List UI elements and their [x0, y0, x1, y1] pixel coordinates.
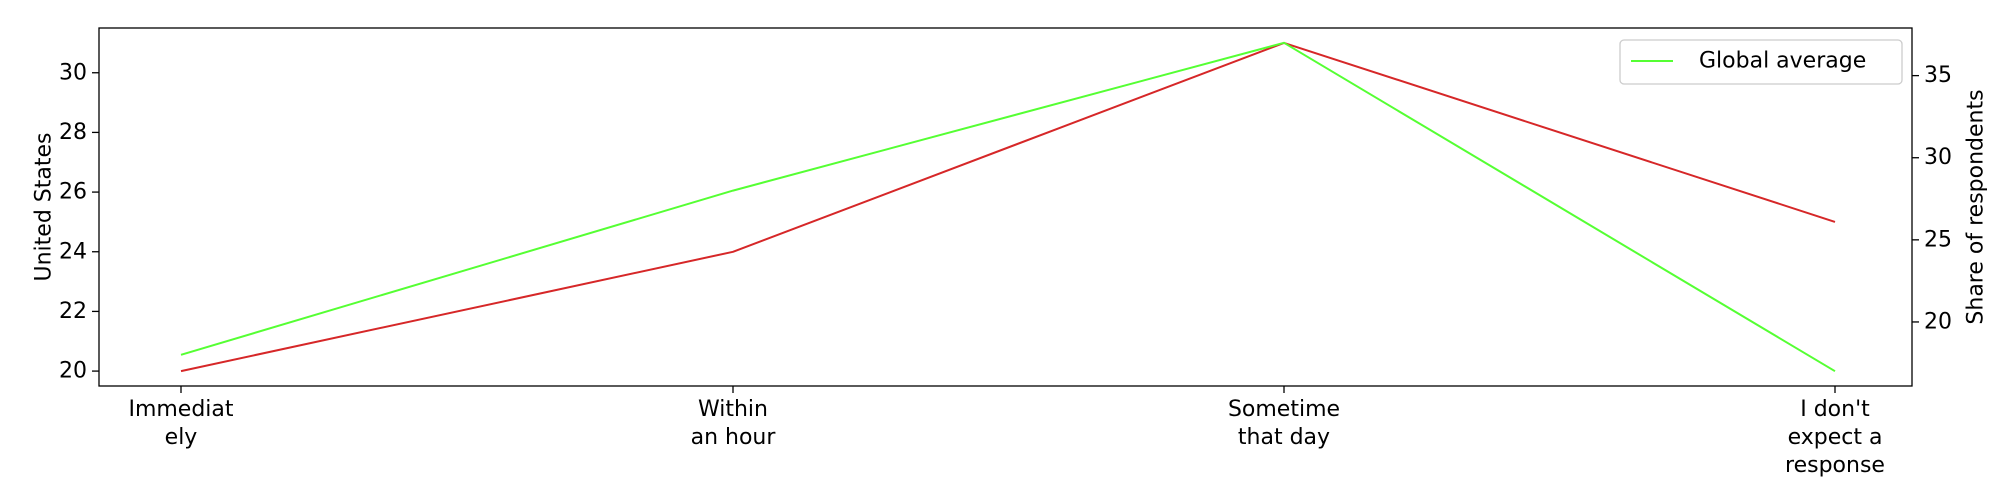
right-tick-label: 35 [1924, 63, 1952, 88]
x-tick-label-line: expect a [1788, 425, 1883, 450]
x-tick-label-line: Immediat [128, 397, 233, 422]
x-tick-label-line: Within [698, 397, 768, 422]
plot-area [98, 27, 1913, 387]
x-tick-label-line: that day [1238, 425, 1330, 450]
right-y-axis: 20 25 30 35 [1912, 63, 1952, 334]
right-axis-title: Share of respondents [1964, 89, 1989, 324]
legend-box [1619, 39, 1903, 85]
right-tick-label: 20 [1924, 309, 1952, 334]
x-tick-label: Within an hour [691, 397, 777, 450]
x-tick-label: Immediat ely [128, 397, 233, 450]
x-tick-label-line: I don't [1800, 397, 1870, 422]
left-y-axis: 20 22 24 26 28 30 [59, 60, 99, 384]
x-tick-label-line: ely [165, 425, 198, 450]
x-tick-label-line: Sometime [1228, 397, 1340, 422]
legend: Global average [1619, 39, 1903, 85]
left-tick-label: 28 [59, 120, 87, 145]
x-tick-label: I don't expect a response [1785, 397, 1885, 478]
left-tick-label: 22 [59, 299, 87, 324]
left-tick-label: 26 [59, 180, 87, 205]
legend-label: Global average [1699, 49, 1866, 74]
left-tick-label: 30 [59, 60, 87, 85]
x-tick-label: Sometime that day [1228, 397, 1340, 450]
left-axis-title: United States [32, 133, 57, 282]
series-line-0 [180, 41, 1836, 373]
x-axis: Immediat ely Within an hour Sometime that day… [128, 386, 1885, 478]
x-tick-label-line: response [1785, 453, 1885, 478]
left-tick-label: 24 [59, 239, 87, 264]
x-tick-label-line: an hour [691, 425, 777, 450]
series-line-1 [180, 41, 1836, 373]
series-layer [180, 41, 1836, 373]
left-tick-label: 20 [59, 359, 87, 384]
right-tick-label: 25 [1924, 227, 1952, 252]
right-tick-label: 30 [1924, 145, 1952, 170]
